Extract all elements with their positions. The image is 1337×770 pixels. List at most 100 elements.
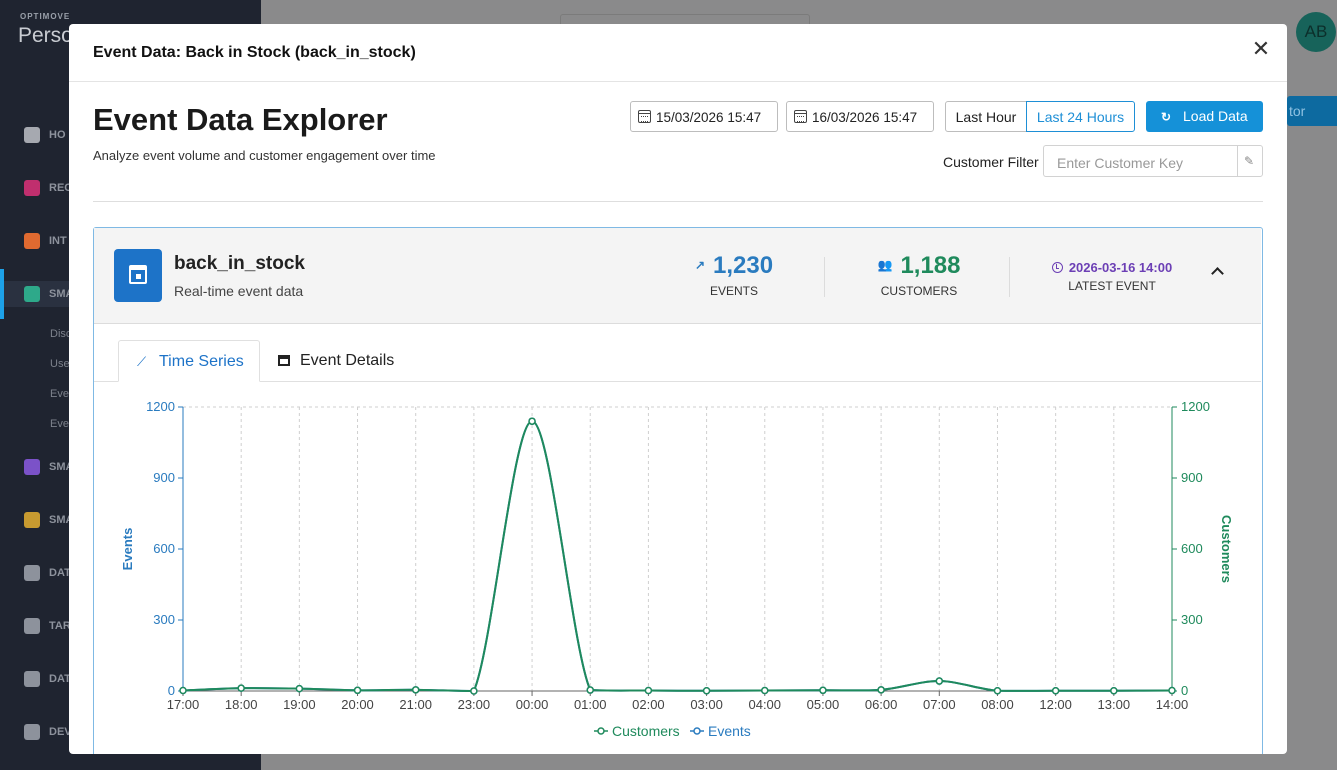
data-point-customers xyxy=(877,686,885,694)
background-action-button: tor xyxy=(1287,96,1337,126)
close-icon[interactable]: ✕ xyxy=(1251,36,1271,61)
customer-filter-label: Customer Filter xyxy=(943,154,1039,170)
y-tick-label-left: 1200 xyxy=(146,399,175,414)
background-nav-item: SMA xyxy=(0,507,261,533)
data-point-customers xyxy=(935,677,944,685)
customer-filter-input[interactable]: Enter Customer Key xyxy=(1043,145,1238,177)
start-date-input[interactable]: 15/03/2026 15:47 xyxy=(630,101,778,132)
background-nav-item: SMA xyxy=(0,454,261,480)
background-nav-icon xyxy=(24,286,40,302)
x-tick-label: 23:00 xyxy=(458,697,491,712)
background-nav-item: DEV xyxy=(0,719,261,745)
x-tick-label: 12:00 xyxy=(1039,697,1072,712)
trend-icon: ↗ xyxy=(694,258,705,272)
latest-event-label: LATEST EVENT xyxy=(1068,279,1156,293)
latest-event-value: 2026-03-16 14:00 xyxy=(1068,260,1173,275)
background-nav-label: TAR xyxy=(49,620,71,632)
background-nav-item: DAT xyxy=(0,666,261,692)
y-axis-label-right: Customers xyxy=(1219,515,1234,583)
background-nav-label: SMA xyxy=(49,514,74,526)
y-tick-label-left: 600 xyxy=(153,541,175,556)
data-point-customers xyxy=(586,686,594,694)
end-date-input[interactable]: 16/03/2026 15:47 xyxy=(786,101,934,132)
event-data-modal: Event Data: Back in Stock (back_in_stock… xyxy=(69,24,1287,754)
data-point-customers xyxy=(702,687,711,695)
background-nav-label: DEV xyxy=(49,726,72,738)
background-sub-item: Eve xyxy=(50,418,69,430)
clock-icon xyxy=(1051,262,1063,273)
y-axis-label-left: Events xyxy=(120,528,135,571)
legend-entry: Events xyxy=(708,723,751,739)
x-tick-label: 00:00 xyxy=(516,697,549,712)
start-date-value: 15/03/2026 15:47 xyxy=(656,110,762,125)
event-name: back_in_stock xyxy=(174,253,305,274)
x-tick-label: 04:00 xyxy=(748,697,781,712)
customers-stat: 👥 1,188 CUSTOMERS xyxy=(859,252,979,298)
background-nav-icon xyxy=(24,565,40,581)
load-data-label: Load Data xyxy=(1183,108,1248,124)
x-tick-label: 03:00 xyxy=(690,697,723,712)
y-tick-label-right: 1200 xyxy=(1181,399,1210,414)
end-date-value: 16/03/2026 15:47 xyxy=(812,110,918,125)
chart-svg: 0 0 300 300 600 600 900 900 1200 1200 17:00 18:00 19… xyxy=(120,399,1234,739)
x-tick-label: 01:00 xyxy=(574,697,607,712)
x-tick-label: 19:00 xyxy=(283,697,316,712)
event-calendar-icon xyxy=(114,249,162,302)
data-point-customers xyxy=(353,686,362,695)
background-nav-icon xyxy=(24,671,40,687)
data-point-customers xyxy=(179,686,187,695)
tab-time-series[interactable]: ⟋ Time Series xyxy=(118,340,260,382)
event-card: back_in_stock Real-time event data ↗ 1,23… xyxy=(93,227,1263,754)
x-tick-label: 14:00 xyxy=(1156,697,1189,712)
x-tick-label: 21:00 xyxy=(399,697,432,712)
background-nav-label: DAT xyxy=(49,567,71,579)
background-nav-label: HO xyxy=(49,129,66,141)
calendar-icon xyxy=(794,110,807,123)
last-hour-button[interactable]: Last Hour xyxy=(945,101,1027,132)
data-point-customers xyxy=(761,686,769,695)
x-tick-label: 18:00 xyxy=(225,697,258,712)
y-tick-label-right: 600 xyxy=(1181,541,1203,556)
event-card-header[interactable]: back_in_stock Real-time event data ↗ 1,23… xyxy=(94,228,1261,324)
background-nav-icon xyxy=(24,127,40,143)
data-point-customers xyxy=(644,686,653,695)
background-nav-label: SMA xyxy=(49,461,74,473)
users-icon: 👥 xyxy=(877,258,893,272)
divider xyxy=(93,201,1263,202)
last-24-hours-button[interactable]: Last 24 Hours xyxy=(1026,101,1135,132)
background-nav-item: DAT xyxy=(0,560,261,586)
legend-swatch-marker xyxy=(597,727,605,735)
modal-header: Event Data: Back in Stock (back_in_stock… xyxy=(69,24,1287,82)
chevron-up-icon[interactable] xyxy=(1210,264,1224,278)
background-nav-label: REC xyxy=(49,182,73,194)
background-nav-icon xyxy=(24,459,40,475)
background-nav-label: INT xyxy=(49,235,67,247)
background-sub-item: Disc xyxy=(50,328,72,340)
background-nav-icon xyxy=(24,512,40,528)
refresh-icon: ↻ xyxy=(1161,110,1172,124)
load-data-button[interactable]: ↻ Load Data xyxy=(1146,101,1263,132)
background-nav-label: SMA xyxy=(49,288,74,300)
y-tick-label-left: 0 xyxy=(168,683,175,698)
events-value: 1,230 xyxy=(713,252,774,279)
y-tick-label-right: 0 xyxy=(1181,683,1188,698)
calendar-icon xyxy=(638,110,651,123)
events-label: EVENTS xyxy=(709,284,758,298)
background-sub-item: Eve xyxy=(50,388,69,400)
tab-event-details[interactable]: Event Details xyxy=(278,340,418,382)
latest-event-stat: 2026-03-16 14:00 LATEST EVENT xyxy=(1044,260,1180,293)
x-tick-label: 13:00 xyxy=(1098,697,1131,712)
y-tick-label-left: 900 xyxy=(153,470,175,485)
avatar: AB xyxy=(1296,12,1336,52)
background-nav-item: REC xyxy=(0,175,261,201)
y-tick-label-right: 900 xyxy=(1181,470,1203,485)
x-tick-label: 08:00 xyxy=(981,697,1014,712)
y-tick-label-left: 300 xyxy=(153,612,175,627)
x-tick-label: 17:00 xyxy=(167,697,200,712)
table-icon xyxy=(278,355,290,366)
background-nav-label: DAT xyxy=(49,673,71,685)
series-line-customers xyxy=(182,420,1173,693)
edit-icon[interactable]: ✎ xyxy=(1237,145,1263,177)
time-series-chart: 0 0 300 300 600 600 900 900 1200 1200 17:00 18:00 19… xyxy=(94,382,1261,754)
background-brand-small: OPTIMOVE xyxy=(20,12,71,21)
